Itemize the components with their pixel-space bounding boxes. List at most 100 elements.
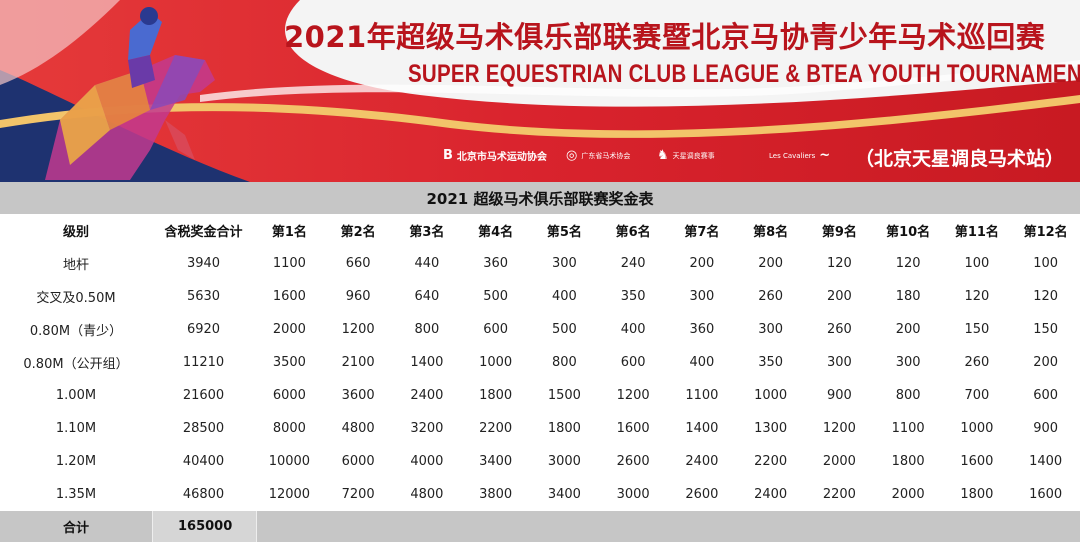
column-header: 第1名 <box>271 225 307 240</box>
total-label: 合计 <box>0 511 152 542</box>
table-cell: 6920 <box>186 322 221 337</box>
table-cell: 2400 <box>685 454 719 469</box>
table-cell: 2200 <box>479 421 513 436</box>
table-cell: 260 <box>758 289 784 304</box>
table-cell: 100 <box>964 256 990 271</box>
column-header: 第8名 <box>753 225 789 240</box>
table-cell: 1800 <box>547 421 581 436</box>
column-header: 第2名 <box>340 225 376 240</box>
table-cell: 1600 <box>960 454 994 469</box>
event-banner: 2021年超级马术俱乐部联赛暨北京马协青少年马术巡回赛 SUPER EQUEST… <box>0 0 1080 182</box>
column-header: 第5名 <box>546 225 582 240</box>
table-cell: 260 <box>826 322 852 337</box>
table-cell: 200 <box>1033 355 1059 370</box>
table-cell: 2000 <box>272 322 306 337</box>
table-cell: 3200 <box>410 421 444 436</box>
table-row: 1.00M 21600 6000 3600 2400 1800 1500 1200 1100 10… <box>0 379 1080 412</box>
table-cell: 4800 <box>410 487 444 502</box>
total-filler <box>256 511 1080 542</box>
table-cell: 3940 <box>186 256 221 271</box>
column-header: 第6名 <box>615 225 651 240</box>
table-cell: 300 <box>826 355 852 370</box>
table-cell: 600 <box>620 355 646 370</box>
table-cell: 1600 <box>616 421 650 436</box>
table-cell: 3000 <box>547 454 581 469</box>
row-category: 1.00M <box>55 388 97 403</box>
table-cell: 21600 <box>182 388 225 403</box>
table-cell: 360 <box>483 256 509 271</box>
horse-icon: ♞ <box>657 148 669 163</box>
table-cell: 2100 <box>341 355 375 370</box>
table-total-row: 合计 165000 <box>0 511 1080 542</box>
table-cell: 1100 <box>891 421 925 436</box>
table-cell: 2200 <box>822 487 856 502</box>
table-cell: 800 <box>551 355 577 370</box>
table-cell: 200 <box>826 289 852 304</box>
table-cell: 12000 <box>268 487 311 502</box>
column-header: 第11名 <box>954 225 999 240</box>
table-cell: 1100 <box>685 388 719 403</box>
table-cell: 5630 <box>186 289 221 304</box>
table-cell: 1600 <box>1029 487 1063 502</box>
table-cell: 350 <box>620 289 646 304</box>
row-category: 交叉及0.50M <box>36 291 116 306</box>
table-row: 1.20M 40400 10000 6000 4000 3400 3000 2600 2400 2… <box>0 445 1080 478</box>
table-cell: 500 <box>483 289 509 304</box>
table-cell: 1000 <box>960 421 994 436</box>
table-cell: 10000 <box>268 454 311 469</box>
logo-guangdong-equestrian-association: ◎ 广东省马术协会 <box>566 148 630 163</box>
table-cell: 40400 <box>182 454 225 469</box>
table-cell: 4800 <box>341 421 375 436</box>
table-row: 地杆 3940 1100 660 440 360 300 240 200 200 120 120 100… <box>0 247 1080 280</box>
table-cell: 360 <box>689 322 715 337</box>
table-cell: 2600 <box>685 487 719 502</box>
table-cell: 400 <box>620 322 646 337</box>
table-cell: 2000 <box>891 487 925 502</box>
table-row: 交叉及0.50M 5630 1600 960 640 500 400 350 300 260 200… <box>0 280 1080 313</box>
table-cell: 120 <box>895 256 921 271</box>
table-cell: 700 <box>964 388 990 403</box>
table-cell: 6000 <box>341 454 375 469</box>
table-cell: 2000 <box>822 454 856 469</box>
logo-text: 天星调良赛事 <box>672 151 715 160</box>
table-title: 2021 超级马术俱乐部联赛奖金表 <box>0 182 1080 214</box>
logo-beijing-equestrian-association: B 北京市马术运动协会 <box>443 148 547 163</box>
table-cell: 900 <box>826 388 852 403</box>
table-cell: 300 <box>758 322 784 337</box>
table-cell: 660 <box>345 256 371 271</box>
column-header: 第4名 <box>478 225 514 240</box>
table-row: 1.10M 28500 8000 4800 3200 2200 1800 1600 1400 13… <box>0 412 1080 445</box>
table-header-row: 级别 含税奖金合计 第1名 第2名 第3名 第4名 第5名 第6名 第7名 第8名 第9名 第10名 第… <box>0 214 1080 247</box>
table-cell: 1200 <box>341 322 375 337</box>
table-row: 0.80M（青少） 6920 2000 1200 800 600 500 400 360 300 2… <box>0 313 1080 346</box>
table-cell: 800 <box>414 322 440 337</box>
horse-rider-illustration <box>45 7 215 180</box>
table-cell: 1500 <box>547 388 581 403</box>
logo-text: 广东省马术协会 <box>581 151 631 160</box>
row-category: 地杆 <box>62 258 89 273</box>
table-cell: 3800 <box>479 487 513 502</box>
logo-text: 北京市马术运动协会 <box>456 152 547 163</box>
table-cell: 600 <box>483 322 509 337</box>
table-cell: 1400 <box>1029 454 1063 469</box>
table-cell: 440 <box>414 256 440 271</box>
table-cell: 1000 <box>754 388 788 403</box>
column-header: 第10名 <box>886 225 931 240</box>
prize-table: 级别 含税奖金合计 第1名 第2名 第3名 第4名 第5名 第6名 第7名 第8名 第9名 第10名 第… <box>0 214 1080 511</box>
table-cell: 28500 <box>182 421 225 436</box>
table-cell: 640 <box>414 289 440 304</box>
table-cell: 2400 <box>410 388 444 403</box>
table-cell: 100 <box>1033 256 1059 271</box>
table-cell: 120 <box>964 289 990 304</box>
table-row: 1.35M 46800 12000 7200 4800 3800 3400 3000 2600 2… <box>0 478 1080 511</box>
table-cell: 1100 <box>272 256 306 271</box>
table-cell: 6000 <box>272 388 306 403</box>
table-cell: 900 <box>1033 421 1059 436</box>
table-cell: 3400 <box>547 487 581 502</box>
table-row: 0.80M（公开组） 11210 3500 2100 1400 1000 800 600 400… <box>0 346 1080 379</box>
column-header: 含税奖金合计 <box>164 225 243 240</box>
table-cell: 300 <box>551 256 577 271</box>
table-cell: 1200 <box>822 421 856 436</box>
table-cell: 240 <box>620 256 646 271</box>
